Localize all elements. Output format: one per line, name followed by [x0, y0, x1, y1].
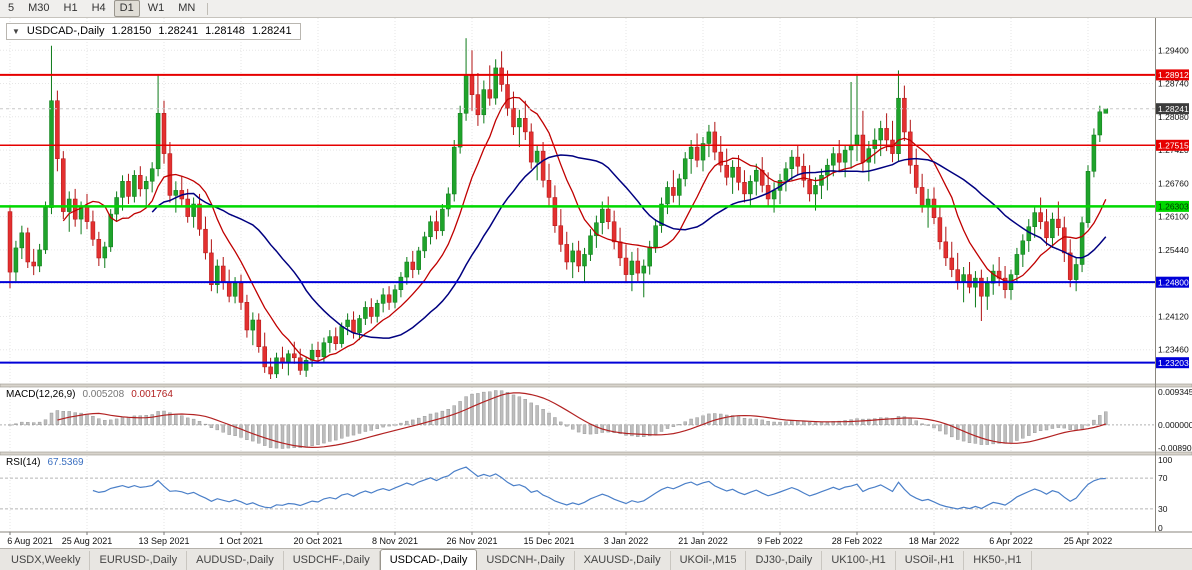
- svg-text:100: 100: [1158, 455, 1172, 465]
- price-badge-level-1: [1156, 69, 1189, 81]
- rsi-line: [92, 466, 1106, 510]
- timeframe-button-mn[interactable]: MN: [178, 2, 196, 14]
- ma-slow-line: [151, 154, 1107, 339]
- chart-tabs: USDX,Weekly EURUSD-,Daily AUDUSD-,Daily USD…: [0, 548, 1192, 570]
- timeframe-button-5[interactable]: 5: [8, 2, 15, 14]
- svg-text:1.29400: 1.29400: [1158, 45, 1189, 55]
- price-pane[interactable]: [0, 18, 1155, 384]
- svg-text:21 Jan 2022: 21 Jan 2022: [678, 536, 728, 546]
- tab-dj30-daily[interactable]: DJ30-,Daily: [746, 551, 823, 570]
- tab-usdx-weekly[interactable]: USDX,Weekly: [2, 551, 91, 570]
- tab-usdcad-daily[interactable]: USDCAD-,Daily: [379, 549, 478, 570]
- time-scale[interactable]: [0, 532, 1192, 548]
- price-badge-level-5-text: 1.23203: [1158, 358, 1189, 368]
- svg-text:-0.00890: -0.00890: [1158, 443, 1192, 453]
- tab-eurusd-daily[interactable]: EURUSD-,Daily: [90, 551, 188, 570]
- tab-hk50-h1[interactable]: HK50-,H1: [964, 551, 1032, 570]
- svg-text:26 Nov 2021: 26 Nov 2021: [446, 536, 497, 546]
- svg-text:25 Apr 2022: 25 Apr 2022: [1064, 536, 1113, 546]
- price-badge-level-4-text: 1.24800: [1158, 277, 1189, 287]
- svg-text:1 Oct 2021: 1 Oct 2021: [219, 536, 263, 546]
- pane-divider-rsi[interactable]: [0, 451, 1192, 456]
- svg-text:30: 30: [1158, 504, 1168, 514]
- svg-text:0: 0: [1158, 523, 1163, 533]
- price-badge-level-2-text: 1.27515: [1158, 141, 1189, 151]
- price-badge-level-3: [1156, 200, 1189, 212]
- macd-signal-line: [57, 392, 1106, 449]
- tab-usdcnh-daily[interactable]: USDCNH-,Daily: [477, 551, 575, 570]
- svg-text:1.28740: 1.28740: [1158, 79, 1189, 89]
- svg-text:1.26100: 1.26100: [1158, 212, 1189, 222]
- price-badge-level-4: [1156, 276, 1189, 288]
- svg-text:1.26760: 1.26760: [1158, 178, 1189, 188]
- rsi-pane[interactable]: [0, 455, 1155, 532]
- timeframe-button-w1[interactable]: W1: [147, 2, 165, 14]
- svg-text:18 Mar 2022: 18 Mar 2022: [909, 536, 960, 546]
- tab-audusd-daily[interactable]: AUDUSD-,Daily: [187, 551, 284, 570]
- svg-text:70: 70: [1158, 473, 1168, 483]
- chart-canvas[interactable]: 1.294001.287401.280801.274201.267601.261…: [0, 18, 1192, 548]
- svg-text:6 Aug 2021: 6 Aug 2021: [7, 536, 53, 546]
- timeframe-button-m30[interactable]: M30: [28, 2, 50, 14]
- svg-text:1.23460: 1.23460: [1158, 345, 1189, 355]
- timeframe-button-d1[interactable]: D1: [113, 0, 140, 17]
- svg-text:1.24120: 1.24120: [1158, 311, 1189, 321]
- svg-text:28 Feb 2022: 28 Feb 2022: [832, 536, 883, 546]
- price-badge-level-3-text: 1.26303: [1158, 202, 1189, 212]
- svg-text:9 Feb 2022: 9 Feb 2022: [757, 536, 803, 546]
- tab-usdchf-daily[interactable]: USDCHF-,Daily: [284, 551, 380, 570]
- price-badge-level-5: [1156, 357, 1189, 369]
- tab-usoil-h1[interactable]: USOil-,H1: [896, 551, 965, 570]
- svg-text:13 Sep 2021: 13 Sep 2021: [138, 536, 189, 546]
- tab-uk100-h1[interactable]: UK100-,H1: [822, 551, 896, 570]
- svg-text:1.28080: 1.28080: [1158, 112, 1189, 122]
- svg-text:8 Nov 2021: 8 Nov 2021: [372, 536, 418, 546]
- tab-xauusd-daily[interactable]: XAUUSD-,Daily: [575, 551, 671, 570]
- svg-text:20 Oct 2021: 20 Oct 2021: [293, 536, 342, 546]
- indicator-axis-labels: 0.009345 0.000000 -0.00890 100 70 30 0: [1158, 387, 1192, 533]
- price-badge-level-2: [1156, 139, 1189, 151]
- pane-divider-macd[interactable]: [0, 383, 1192, 388]
- bid-price-badge: [1156, 103, 1189, 115]
- svg-text:6 Apr 2022: 6 Apr 2022: [989, 536, 1033, 546]
- tab-ukoil-m15[interactable]: UKOil-,M15: [671, 551, 747, 570]
- svg-text:1.25440: 1.25440: [1158, 245, 1189, 255]
- bid-price-badge-text: 1.28241: [1158, 104, 1189, 114]
- chart-area[interactable]: 1.294001.287401.280801.274201.267601.261…: [0, 18, 1192, 548]
- date-axis-labels: 6 Aug 2021 25 Aug 2021 13 Sep 2021 1 Oct 20…: [7, 532, 1112, 546]
- timeframe-toolbar: 5 M30 H1 H4 D1 W1 MN: [0, 0, 1192, 18]
- price-badge-level-1-text: 1.28912: [1158, 70, 1189, 80]
- svg-text:0.000000: 0.000000: [1158, 420, 1192, 430]
- timeframe-button-h4[interactable]: H4: [91, 2, 106, 14]
- svg-text:3 Jan 2022: 3 Jan 2022: [604, 536, 649, 546]
- candlesticks: [7, 38, 1109, 379]
- macd-histogram: [8, 390, 1108, 449]
- svg-text:25 Aug 2021: 25 Aug 2021: [62, 536, 113, 546]
- svg-text:15 Dec 2021: 15 Dec 2021: [523, 536, 574, 546]
- svg-text:0.009345: 0.009345: [1158, 387, 1192, 397]
- timeframe-button-h1[interactable]: H1: [63, 2, 78, 14]
- toolbar-separator: [207, 2, 209, 15]
- ma-fast-line: [62, 96, 1107, 362]
